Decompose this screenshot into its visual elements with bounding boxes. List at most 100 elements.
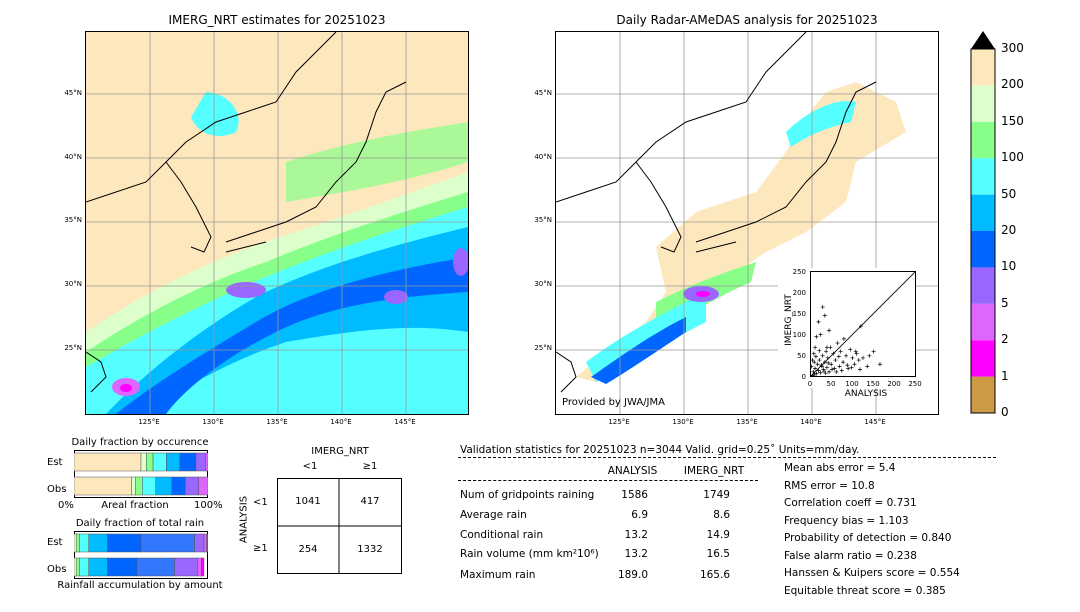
colorbar-tick-label: 100 bbox=[1001, 150, 1024, 165]
right-lon-125: 125°E bbox=[608, 418, 630, 426]
scatter-point bbox=[823, 371, 828, 376]
contingency-row-lt1: <1 bbox=[253, 497, 268, 508]
stats-table-rule bbox=[458, 480, 758, 481]
contingency-row-ge1: ≥1 bbox=[253, 543, 268, 554]
stats-row-analysis: 13.2 bbox=[624, 529, 648, 541]
contingency-cell-01: 417 bbox=[360, 496, 380, 507]
left-map bbox=[85, 31, 469, 415]
scatter-point bbox=[817, 348, 822, 353]
scatter-point bbox=[849, 365, 854, 370]
right-map: 250 200 150 100 50 0 0 50 100 150 200 25… bbox=[555, 31, 939, 415]
colorbar-tick-label: 2 bbox=[1001, 332, 1009, 347]
colorbar bbox=[970, 31, 996, 414]
scatter-point bbox=[810, 358, 815, 363]
scatter-point bbox=[824, 345, 829, 350]
scatter-point bbox=[825, 355, 830, 360]
right-lat-40: 40°N bbox=[534, 153, 552, 161]
scatter-point bbox=[826, 361, 831, 366]
colorbar-segment bbox=[971, 194, 995, 231]
scatter-plot bbox=[810, 271, 916, 377]
scatter-point bbox=[810, 373, 815, 377]
colorbar-segment bbox=[971, 340, 995, 377]
scatter-point bbox=[829, 362, 834, 367]
scatter-ytick-100: 100 bbox=[792, 331, 806, 339]
left-lat-40: 40°N bbox=[64, 153, 82, 161]
left-lat-35: 35°N bbox=[64, 216, 82, 224]
left-lat-30: 30°N bbox=[64, 280, 82, 288]
scatter-point bbox=[821, 369, 826, 374]
scatter-ytick-200: 200 bbox=[792, 289, 806, 297]
contingency-table bbox=[277, 478, 402, 574]
scatter-point bbox=[813, 345, 818, 350]
stacked-bar-segment bbox=[184, 476, 199, 496]
scatter-point bbox=[850, 355, 855, 360]
scatter-point bbox=[820, 305, 825, 310]
scatter-point bbox=[816, 368, 821, 373]
scatter-point bbox=[839, 368, 844, 373]
occurrence-xtick-right: 100% bbox=[194, 500, 223, 511]
stacked-bar-segment bbox=[76, 557, 80, 577]
stacked-bar-segment bbox=[146, 452, 154, 472]
stats-row-imerg: 16.5 bbox=[706, 548, 730, 560]
stacked-bar-segment bbox=[205, 452, 208, 472]
scatter-point bbox=[824, 349, 829, 354]
scatter-point bbox=[858, 324, 863, 329]
scatter-ytick-50: 50 bbox=[797, 352, 806, 360]
left-map-field bbox=[86, 32, 468, 414]
scatter-point bbox=[827, 369, 832, 374]
stacked-bar-segment bbox=[166, 452, 181, 472]
score-line: Probability of detection = 0.840 bbox=[784, 532, 952, 544]
scatter-xtick-100: 100 bbox=[845, 380, 859, 388]
stats-header-rule bbox=[458, 457, 996, 458]
scatter-point bbox=[844, 353, 849, 358]
scatter-point bbox=[818, 332, 823, 337]
right-lon-145: 145°E bbox=[864, 418, 886, 426]
score-line: Frequency bias = 1.103 bbox=[784, 515, 909, 527]
stats-row-label: Num of gridpoints raining bbox=[460, 489, 595, 501]
scatter-point bbox=[871, 349, 876, 354]
stacked-bar-segment bbox=[155, 476, 173, 496]
stats-row-imerg: 1749 bbox=[703, 489, 730, 501]
stacked-bar-segment bbox=[152, 452, 167, 472]
score-line: Mean abs error = 5.4 bbox=[784, 462, 896, 474]
stacked-bar-segment bbox=[136, 557, 175, 577]
scatter-point bbox=[841, 336, 846, 341]
scatter-point bbox=[846, 366, 851, 371]
stats-row-analysis: 13.2 bbox=[624, 548, 648, 560]
scatter-point bbox=[814, 371, 819, 376]
scatter-point bbox=[831, 351, 836, 356]
stacked-bar-segment bbox=[203, 533, 207, 553]
scatter-point bbox=[821, 367, 826, 372]
contingency-col-ge1: ≥1 bbox=[362, 461, 378, 472]
right-lon-130: 130°E bbox=[672, 418, 694, 426]
left-map-title: IMERG_NRT estimates for 20251023 bbox=[168, 13, 386, 27]
colorbar-segment bbox=[971, 303, 995, 341]
scatter-point bbox=[816, 319, 821, 324]
score-line: False alarm ratio = 0.238 bbox=[784, 550, 917, 562]
score-line: RMS error = 10.8 bbox=[784, 480, 875, 492]
colorbar-tick-label: 150 bbox=[1001, 113, 1024, 128]
scatter-xtick-150: 150 bbox=[866, 380, 880, 388]
stats-col-imerg: IMERG_NRT bbox=[683, 465, 745, 477]
scatter-ytick-0: 0 bbox=[801, 373, 806, 381]
scatter-point bbox=[827, 328, 832, 333]
scatter-ylabel: IMERG_NRT bbox=[784, 294, 794, 346]
occurrence-xtick-left: 0% bbox=[58, 500, 74, 511]
scatter-xtick-0: 0 bbox=[807, 380, 813, 388]
stacked-bar-segment bbox=[142, 476, 156, 496]
stats-row-imerg: 14.9 bbox=[706, 529, 730, 541]
right-map-field bbox=[556, 32, 938, 414]
rainfrac-xlabel: Rainfall accumulation by amount bbox=[57, 580, 223, 591]
colorbar-tick-label: 300 bbox=[1001, 41, 1024, 55]
right-map-title: Daily Radar-AMeDAS analysis for 20251023 bbox=[616, 13, 878, 27]
contingency-header: IMERG_NRT bbox=[311, 446, 369, 457]
occurrence-xlabel: Areal fraction bbox=[101, 500, 169, 511]
right-lat-35: 35°N bbox=[534, 216, 552, 224]
stacked-bar-segment bbox=[198, 476, 208, 496]
scatter-point bbox=[841, 360, 846, 365]
credit-text: Provided by JWA/JMA bbox=[562, 397, 665, 408]
stacked-bar-segment bbox=[88, 557, 108, 577]
stacked-bar-segment bbox=[197, 557, 202, 577]
rainfrac-title: Daily fraction of total rain bbox=[75, 518, 205, 529]
colorbar-tick-label: 20 bbox=[1001, 223, 1017, 237]
